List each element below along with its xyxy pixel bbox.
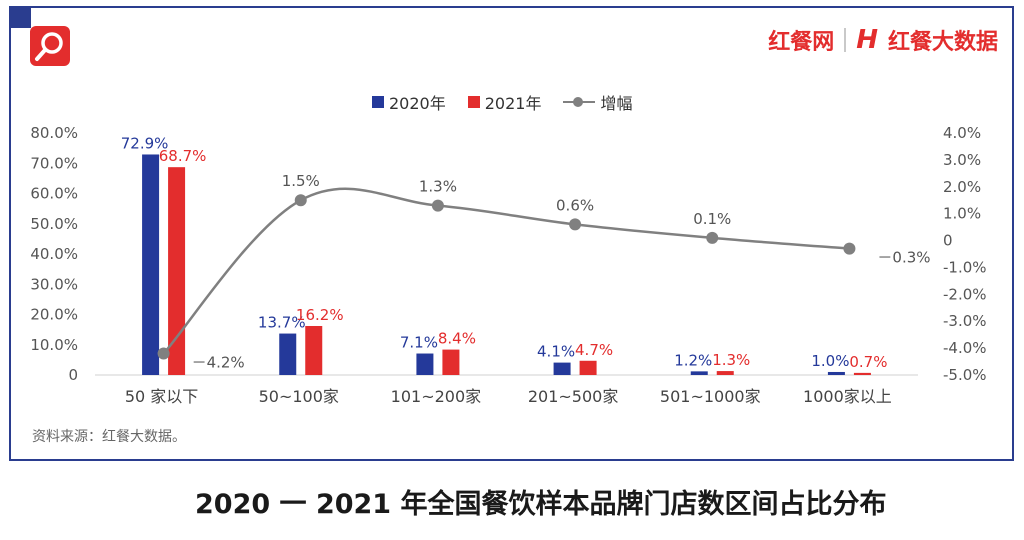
data-label-2020: 72.9% xyxy=(121,134,169,152)
bar-2020 xyxy=(416,353,434,375)
x-tick-label: 1000家以上 xyxy=(803,387,892,406)
y-left-tick-label: 30.0% xyxy=(30,275,78,293)
x-tick-label: 50 家以下 xyxy=(125,387,198,406)
legend-swatch-2021 xyxy=(467,96,480,108)
y-right-tick-label: 4.0% xyxy=(943,124,981,142)
legend-swatch-growth xyxy=(563,96,596,108)
data-label-2020: 13.7% xyxy=(258,314,306,332)
data-label-2021: 68.7% xyxy=(159,147,207,165)
growth-point xyxy=(843,242,856,255)
legend-label-growth: 增幅 xyxy=(600,94,633,113)
data-label-2021: 0.7% xyxy=(849,353,887,371)
data-label-2021: 4.7% xyxy=(575,341,613,359)
bar-2021 xyxy=(853,372,871,375)
legend-item-2021: 2021年 xyxy=(467,90,542,114)
y-right-tick-label: -3.0% xyxy=(943,312,987,330)
frame-corner-mark xyxy=(9,6,31,28)
bar-2020 xyxy=(142,154,160,375)
brand-separator xyxy=(844,28,847,52)
legend-label-2020: 2020年 xyxy=(389,94,446,113)
legend-item-2020: 2020年 xyxy=(372,90,446,114)
data-label-2021: 8.4% xyxy=(438,330,476,348)
y-right-tick-label: 2.0% xyxy=(943,178,981,196)
legend-swatch-2020 xyxy=(372,96,384,108)
brand-name: 红餐大数据 xyxy=(887,30,998,55)
y-right-tick-label: -5.0% xyxy=(943,366,987,384)
data-label-2020: 7.1% xyxy=(400,334,438,352)
growth-point xyxy=(706,231,719,244)
x-tick-label: 50~100家 xyxy=(259,387,339,406)
bar-2020 xyxy=(553,362,571,375)
y-left-tick-label: 80.0% xyxy=(30,124,78,142)
legend-item-growth: 增幅 xyxy=(563,90,632,114)
y-right-tick-label: -2.0% xyxy=(943,285,987,303)
growth-line xyxy=(162,187,850,355)
y-left-tick-label: 20.0% xyxy=(30,306,78,324)
source-note: 资料来源：红餐大数据。 xyxy=(32,429,186,445)
legend-label-2021: 2021年 xyxy=(484,94,542,113)
growth-data-label: 1.3% xyxy=(419,178,457,196)
bar-2021 xyxy=(442,349,460,375)
growth-data-label: 0.1% xyxy=(693,210,731,228)
bar-2020 xyxy=(827,371,845,375)
growth-point xyxy=(157,347,170,360)
growth-data-label: 0.6% xyxy=(556,196,594,214)
growth-data-label: －0.3% xyxy=(877,249,930,267)
y-left-tick-label: 70.0% xyxy=(30,154,78,172)
data-label-2020: 1.0% xyxy=(811,352,849,370)
y-right-tick-label: -4.0% xyxy=(943,339,987,357)
y-right-tick-label: 1.0% xyxy=(943,205,981,223)
growth-data-label: 1.5% xyxy=(282,172,320,190)
bar-2021 xyxy=(168,167,186,375)
y-left-tick-label: 10.0% xyxy=(30,336,78,354)
chart-legend: 2020年 2021年 增幅 xyxy=(372,90,632,114)
brand-logo-icon: H xyxy=(856,25,878,55)
bar-2021 xyxy=(305,325,323,375)
growth-point xyxy=(569,218,582,231)
data-label-2020: 4.1% xyxy=(537,343,575,361)
x-tick-label: 201~500家 xyxy=(528,387,619,406)
x-tick-label: 101~200家 xyxy=(391,387,482,406)
bar-2021 xyxy=(716,371,734,375)
bar-2021 xyxy=(579,360,597,375)
y-left-tick-label: 40.0% xyxy=(30,245,78,263)
growth-point xyxy=(294,194,307,207)
y-left-tick-label: 60.0% xyxy=(30,185,78,203)
data-label-2020: 1.2% xyxy=(674,351,712,369)
brand-header: 红餐网 H 红餐大数据 xyxy=(768,24,998,56)
y-left-tick-label: 50.0% xyxy=(30,215,78,233)
y-right-tick-label: 3.0% xyxy=(943,151,981,169)
y-right-tick-label: 0 xyxy=(943,232,953,250)
brand-site-name: 红餐网 xyxy=(768,30,835,55)
y-right-tick-label: -1.0% xyxy=(943,258,987,276)
data-label-2021: 16.2% xyxy=(296,306,344,324)
bar-2020 xyxy=(279,333,297,375)
growth-point xyxy=(431,199,444,212)
data-label-2021: 1.3% xyxy=(712,351,750,369)
bar-2020 xyxy=(690,371,708,375)
figure-caption: 2020 一 2021 年全国餐饮样本品牌门店数区间占比分布 xyxy=(195,489,887,520)
x-tick-label: 501~1000家 xyxy=(660,387,761,406)
growth-data-label: －4.2% xyxy=(192,353,245,371)
y-left-tick-label: 0 xyxy=(68,366,78,384)
magnifier-icon xyxy=(30,26,70,66)
